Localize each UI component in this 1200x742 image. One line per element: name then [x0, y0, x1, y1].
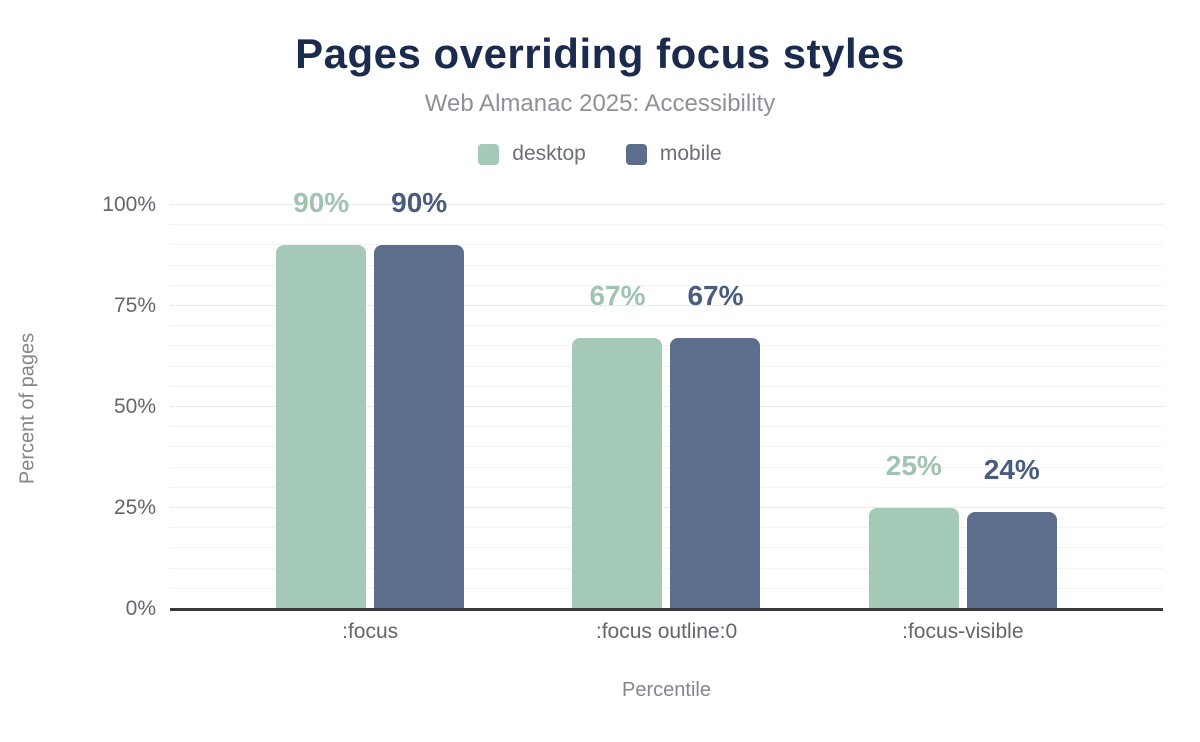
bar-mobile-:focus[interactable]: 90% [374, 189, 465, 609]
gridline-35 [170, 466, 1163, 468]
bar-value-label-mobile-:focus: 90% [391, 187, 448, 219]
gridline-25 [170, 507, 1163, 508]
gridline-70 [170, 325, 1163, 327]
bar-desktop-:focus outline:0[interactable]: 67% [572, 282, 663, 609]
gridline-5 [170, 587, 1163, 589]
bar-value-label-desktop-:focus: 90% [293, 187, 350, 219]
bar-value-label-desktop-:focus outline:0: 67% [589, 280, 646, 312]
bar-value-label-mobile-:focus-visible: 24% [983, 454, 1040, 486]
y-tick-label-75: 75% [113, 294, 156, 317]
gridline-15 [170, 547, 1163, 549]
gridline-40 [170, 446, 1163, 448]
gridline-60 [170, 365, 1163, 367]
bar-desktop-:focus-visible[interactable]: 25% [868, 452, 959, 609]
bar-group-:focus-visible: 25% 24% [815, 205, 1111, 609]
x-tick-label-:focus-visible: :focus-visible [902, 620, 1024, 643]
legend-label-desktop: desktop [512, 142, 586, 165]
legend: desktop mobile [0, 142, 1200, 166]
x-axis-line [170, 608, 1163, 611]
gridline-45 [170, 426, 1163, 428]
gridline-50 [170, 406, 1163, 407]
gridline-95 [170, 224, 1163, 226]
gridline-85 [170, 264, 1163, 266]
y-axis-tick-labels: 0% 25% 50% 75% 100% [0, 193, 156, 620]
gridline-100 [170, 204, 1163, 205]
x-axis-tick-labels: :focus :focus outline:0 :focus-visible [170, 620, 1163, 644]
y-tick-label-50: 50% [113, 395, 156, 418]
gridline-30 [170, 486, 1163, 488]
bar-mobile-:focus-visible[interactable]: 24% [966, 456, 1057, 609]
chart-title: Pages overriding focus styles [295, 30, 905, 77]
gridline-75 [170, 305, 1163, 306]
bar-mobile-:focus outline:0[interactable]: 67% [670, 282, 761, 609]
bar-group-:focus: 90% 90% [222, 189, 518, 609]
plot-area: 90% 90% 67% 67% 25% 24% [170, 189, 1163, 611]
x-axis-title: Percentile [622, 679, 711, 701]
y-tick-label-100: 100% [102, 193, 156, 216]
y-tick-label-0: 0% [125, 597, 156, 620]
gridline-65 [170, 345, 1163, 347]
bar-value-label-mobile-:focus outline:0: 67% [687, 280, 744, 312]
bar-group-:focus outline:0: 67% 67% [518, 205, 814, 609]
bar-desktop-:focus[interactable]: 90% [276, 189, 367, 609]
legend-label-mobile: mobile [659, 142, 722, 165]
bar-value-label-desktop-:focus-visible: 25% [885, 450, 942, 481]
gridline-20 [170, 527, 1163, 529]
y-tick-label-25: 25% [113, 496, 156, 519]
legend-item-mobile[interactable]: mobile [625, 142, 722, 166]
bar-groups: 90% 90% 67% 67% 25% 24% [170, 189, 1163, 609]
gridline-90 [170, 244, 1163, 246]
legend-item-desktop[interactable]: desktop [478, 142, 586, 166]
gridline-80 [170, 284, 1163, 286]
gridline-10 [170, 567, 1163, 569]
chart-subtitle: Web Almanac 2025: Accessibility [424, 90, 776, 117]
x-tick-label-:focus outline:0: :focus outline:0 [595, 620, 738, 643]
legend-swatch-desktop [478, 143, 500, 165]
legend-swatch-mobile [625, 143, 647, 165]
gridline-55 [170, 385, 1163, 387]
x-tick-label-:focus: :focus [342, 620, 399, 643]
